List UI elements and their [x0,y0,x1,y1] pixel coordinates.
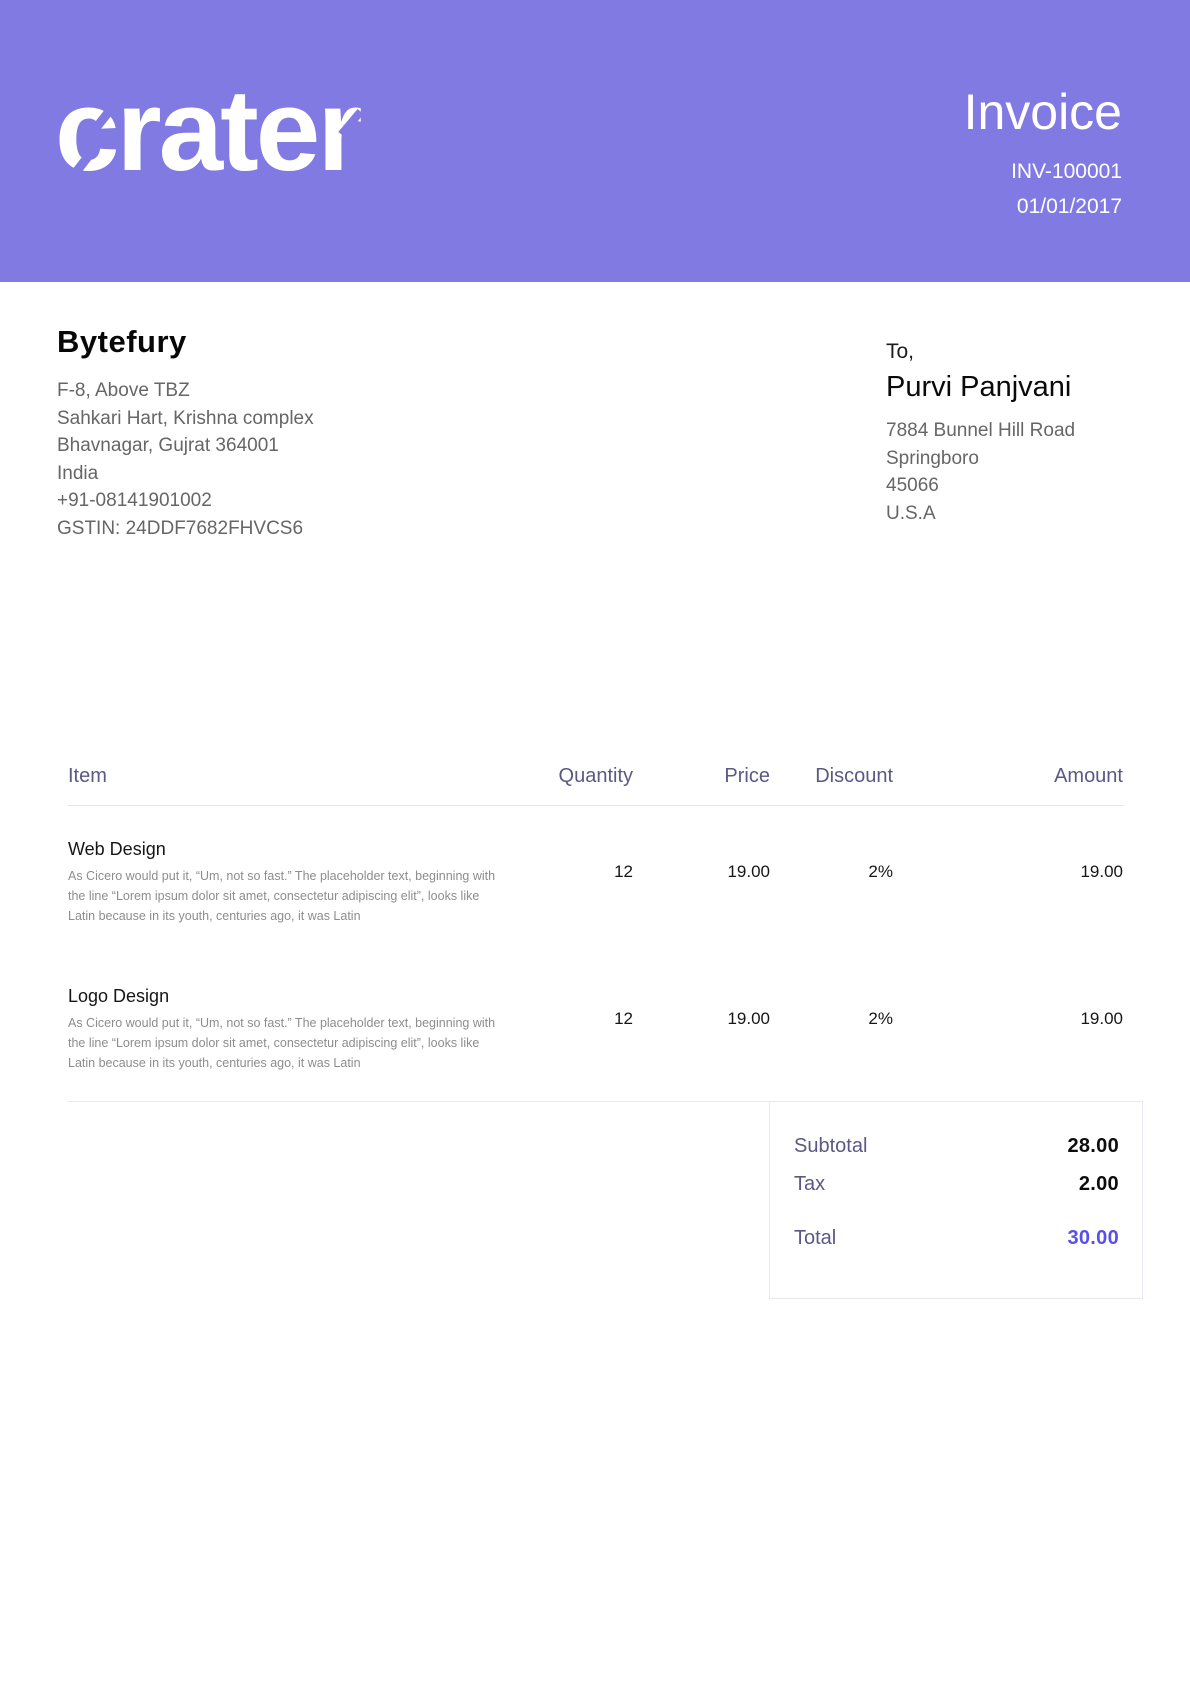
company-address-line: India [57,462,99,484]
table-row: Logo Design As Cicero would put it, “Um,… [68,953,1123,1102]
total-row: Total 30.00 [794,1227,1119,1250]
bill-to-name: Purvi Panjvani [886,371,1072,403]
item-amount: 19.00 [1080,862,1123,881]
invoice-banner: crater Invoice INV-100001 01/01/2017 [0,0,1190,282]
item-description: As Cicero would put it, “Um, not so fast… [68,1016,496,1070]
invoice-meta: Invoice INV-100001 01/01/2017 [964,84,1122,224]
totals-box: Subtotal 28.00 Tax 2.00 Total 30.00 [769,1100,1143,1299]
tax-label: Tax [794,1172,826,1195]
item-amount: 19.00 [893,953,1123,1102]
company-address-line: Bhavnagar, Gujrat 364001 [57,435,279,456]
bill-to-address-line: 7884 Bunnel Hill Road [886,420,1076,441]
bill-to-label: To, [886,340,915,363]
company-address-line: F-8, Above TBZ [57,380,190,401]
company-phone: +91-08141901002 [57,490,212,511]
bill-to-block: To, Purvi Panjvani 7884 Bunnel Hill Road… [886,340,1075,527]
item-price: 19.00 [633,953,770,1102]
subtotal-row: Subtotal 28.00 [794,1135,1119,1158]
column-header-quantity: Quantity [488,765,633,806]
item-name: Web Design [68,839,166,859]
item-quantity: 12 [614,862,633,881]
company-gstin: GSTIN: 24DDF7682FHVCS6 [57,517,304,539]
table-row: Web Design As Cicero would put it, “Um, … [68,806,1123,954]
bill-to-address-line: 45066 [886,475,939,496]
item-quantity: 12 [488,953,633,1102]
invoice-title: Invoice [963,84,1122,140]
column-header-item: Item [68,765,488,806]
items-table-header-row: Item Quantity Price Discount Amount [68,765,1123,806]
item-description: As Cicero would put it, “Um, not so fast… [68,869,496,923]
column-header-amount: Amount [893,765,1123,806]
company-name: Bytefury [57,324,187,359]
invoice-number: INV-100001 [1011,159,1122,183]
total-value: 30.00 [1067,1226,1119,1249]
tax-row: Tax 2.00 [794,1173,1119,1196]
item-discount: 2% [868,862,893,881]
subtotal-label: Subtotal [794,1134,868,1157]
company-address-line: Sahkari Hart, Krishna complex [57,407,314,429]
item-discount: 2% [770,953,893,1102]
bill-to-address-line: Springboro [886,447,979,469]
crater-logo-text: crater [55,65,362,195]
total-label: Total [794,1226,837,1249]
crater-logo: crater [55,72,364,188]
invoice-date: 01/01/2017 [1016,194,1122,218]
bill-to-address-line: U.S.A [886,502,936,524]
company-block: Bytefury F-8, Above TBZ Sahkari Hart, Kr… [57,324,314,542]
item-price: 19.00 [727,862,770,881]
tax-value: 2.00 [1078,1172,1119,1195]
line-items-section: Item Quantity Price Discount Amount Web … [68,765,1143,1299]
subtotal-value: 28.00 [1067,1134,1119,1157]
items-table: Item Quantity Price Discount Amount Web … [68,765,1123,1102]
column-header-price: Price [633,765,770,806]
column-header-discount: Discount [770,765,893,806]
item-name: Logo Design [68,986,170,1007]
address-section: Bytefury F-8, Above TBZ Sahkari Hart, Kr… [0,282,1190,765]
